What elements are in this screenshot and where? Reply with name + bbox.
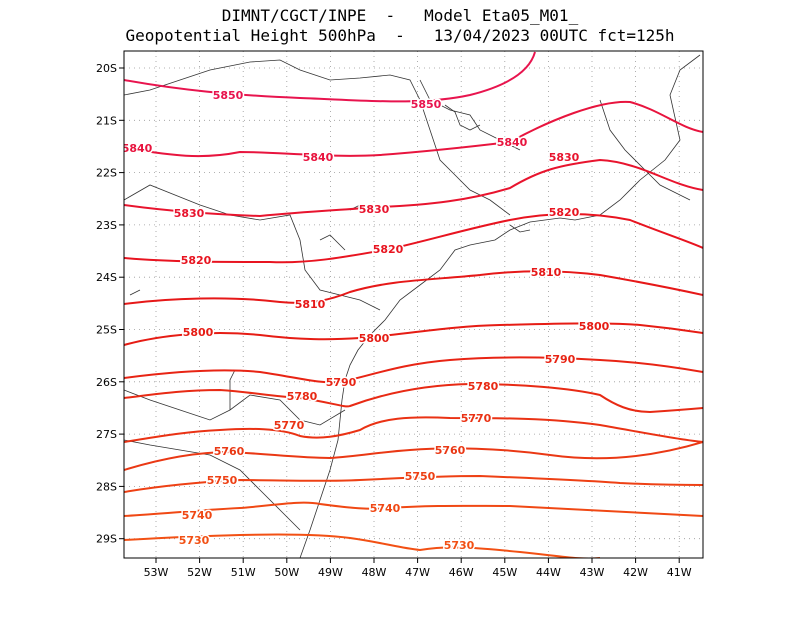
lat-tick-label: 22S [96, 167, 117, 180]
contour-line-5740 [124, 501, 703, 517]
contour-label: 5840 [303, 151, 334, 164]
coastline-borders [124, 54, 701, 558]
lon-tick-label: 48W [362, 566, 387, 579]
contour-label: 5730 [444, 539, 475, 552]
lat-tick-label: 24S [96, 271, 117, 284]
title-line-2: Geopotential Height 500hPa - 13/04/2023 … [125, 26, 675, 45]
lon-tick-label: 52W [187, 566, 212, 579]
contour-label: 5790 [545, 353, 576, 366]
contour-label: 5770 [461, 412, 492, 425]
contour-line-5820 [124, 213, 703, 264]
lon-tick-label: 47W [405, 566, 430, 579]
contour-line-5790 [124, 356, 703, 384]
lat-tick-label: 23S [96, 219, 117, 232]
contour-line-5810 [124, 270, 703, 305]
contour-line-5780 [124, 382, 703, 414]
contour-label: 5740 [182, 509, 213, 522]
lon-tick-label: 42W [623, 566, 648, 579]
contour-line-5770 [124, 416, 703, 443]
lon-tick-label: 50W [274, 566, 299, 579]
contour-label: 5810 [531, 266, 562, 279]
lon-tick-label: 41W [667, 566, 692, 579]
contour-line-5850 [124, 51, 536, 103]
contour-label: 5760 [214, 445, 245, 458]
lon-tick-label: 46W [449, 566, 474, 579]
contour-label: 5800 [579, 320, 610, 333]
contour-label: 5840 [122, 142, 153, 155]
contour-label: 5740 [370, 502, 401, 515]
contour-line-5760 [124, 441, 703, 471]
lat-tick-label: 21S [96, 114, 117, 127]
contour-label: 5730 [179, 534, 210, 547]
contour-label: 5830 [359, 203, 390, 216]
lon-tick-label: 49W [318, 566, 343, 579]
contour-label: 5790 [326, 376, 357, 389]
contour-label: 5760 [435, 444, 466, 457]
lon-tick-label: 43W [580, 566, 605, 579]
lat-tick-label: 29S [96, 533, 117, 546]
contour-label: 5830 [549, 151, 580, 164]
lon-tick-label: 51W [231, 566, 256, 579]
contour-label: 5830 [174, 207, 205, 220]
contour-line-5800 [124, 322, 703, 346]
contour-label: 5820 [373, 243, 404, 256]
longitude-labels: 53W 52W 51W 50W 49W 48W 47W 46W 45W 44W 43W 42W 41W [144, 558, 692, 579]
contour-label: 5780 [287, 390, 318, 403]
title-line-1: DIMNT/CGCT/INPE - Model Eta05_M01_ [221, 6, 579, 25]
contour-line-5750 [124, 474, 703, 493]
contour-label: 5800 [183, 326, 214, 339]
lat-tick-label: 28S [96, 480, 117, 493]
contour-label: 5770 [274, 419, 305, 432]
contour-label: 5850 [213, 89, 244, 102]
contour-label: 5820 [549, 206, 580, 219]
contour-label: 5780 [468, 380, 499, 393]
contour-label: 5800 [359, 332, 390, 345]
geopotential-contours: 5850 5850 5840 5840 5840 5830 5830 5830 5820 5820… [122, 51, 703, 558]
lon-tick-label: 53W [144, 566, 169, 579]
lon-tick-label: 45W [492, 566, 517, 579]
contour-line-5840 [124, 100, 703, 158]
lon-tick-label: 44W [536, 566, 561, 579]
contour-label: 5820 [181, 254, 212, 267]
contour-line-5830 [124, 158, 703, 218]
contour-label: 5750 [405, 470, 436, 483]
contour-label: 5850 [411, 98, 442, 111]
lat-tick-label: 27S [96, 428, 117, 441]
lat-tick-label: 26S [96, 376, 117, 389]
contour-label: 5750 [207, 474, 238, 487]
contour-label: 5810 [295, 298, 326, 311]
latitude-labels: 20S 21S 22S 23S 24S 25S 26S 27S 28S 29S [96, 62, 124, 546]
map-frame [123, 50, 704, 559]
contour-line-5730 [124, 533, 600, 558]
contour-label: 5840 [497, 136, 528, 149]
lat-tick-label: 20S [96, 62, 117, 75]
lat-tick-label: 25S [96, 324, 117, 337]
